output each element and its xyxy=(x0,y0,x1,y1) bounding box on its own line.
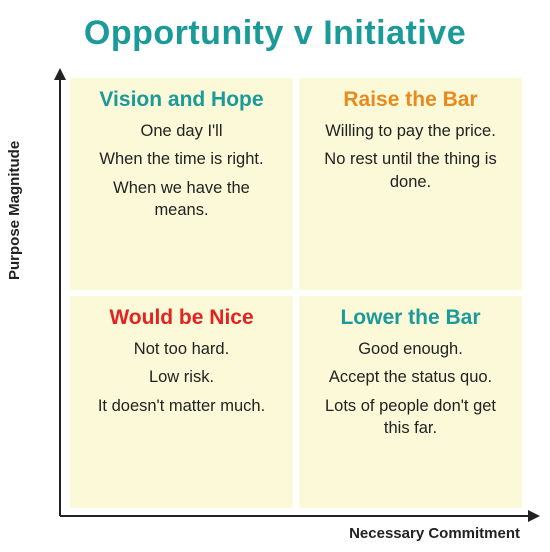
x-axis-arrow xyxy=(528,510,540,522)
quadrant-raise-the-bar: Raise the Bar Willing to pay the price. … xyxy=(299,78,522,290)
quadrant-line: When we have the means. xyxy=(87,177,277,222)
quadrant-title: Would be Nice xyxy=(109,306,253,330)
quadrant-would-be-nice: Would be Nice Not too hard. Low risk. It… xyxy=(70,296,293,508)
y-axis-arrow xyxy=(54,68,66,80)
quadrant-line: Willing to pay the price. xyxy=(325,120,496,142)
quadrant-vision-and-hope: Vision and Hope One day I'll When the ti… xyxy=(70,78,293,290)
quadrant-line: Low risk. xyxy=(149,366,214,388)
quadrant-title: Raise the Bar xyxy=(343,88,477,112)
main-title: Opportunity v Initiative xyxy=(0,0,550,53)
quadrant-line: One day I'll xyxy=(140,120,222,142)
quadrant-line: Good enough. xyxy=(358,338,463,360)
y-axis-label: Purpose Magnitude xyxy=(6,141,23,280)
quadrant-line: Not too hard. xyxy=(134,338,229,360)
quadrant-lower-the-bar: Lower the Bar Good enough. Accept the st… xyxy=(299,296,522,508)
quadrant-line: No rest until the thing is done. xyxy=(316,148,506,193)
quadrant-line: It doesn't matter much. xyxy=(98,395,265,417)
diagram-container: Opportunity v Initiative Purpose Magnitu… xyxy=(0,0,550,552)
quadrant-line: Accept the status quo. xyxy=(329,366,492,388)
quadrant-title: Vision and Hope xyxy=(99,88,263,112)
quadrant-line: When the time is right. xyxy=(99,148,263,170)
quadrant-line: Lots of people don't get this far. xyxy=(316,395,506,440)
quadrant-grid: Vision and Hope One day I'll When the ti… xyxy=(70,78,522,508)
quadrant-title: Lower the Bar xyxy=(340,306,480,330)
